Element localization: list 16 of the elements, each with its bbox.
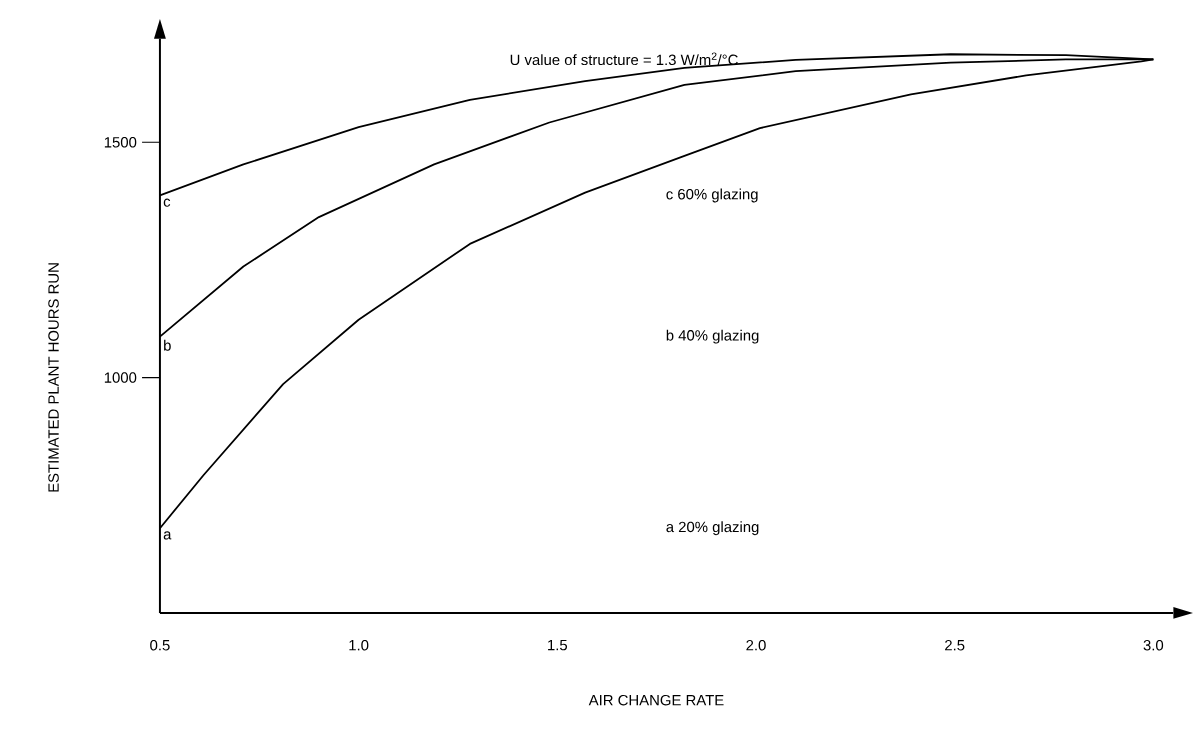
y-axis-title: ESTIMATED PLANT HOURS RUN	[48, 263, 59, 492]
x-axis-title: AIR CHANGE RATE	[588, 694, 724, 706]
y-tick-label: 1000	[104, 372, 137, 383]
x-tick-label: 1.0	[349, 639, 369, 651]
series-label: c	[163, 198, 171, 207]
annotation: b 40% glazing	[666, 329, 759, 344]
x-tick-label: 2.5	[945, 639, 965, 651]
x-tick-label: 3.0	[1143, 639, 1164, 651]
x-tick-label: 1.5	[548, 639, 568, 651]
x-tick-label: 2.0	[746, 639, 766, 651]
annotation: c 60% glazing	[666, 188, 758, 203]
x-tick-label: 0.5	[150, 639, 170, 651]
series-label: a	[163, 531, 172, 540]
series-label: b	[164, 339, 171, 351]
annotation: a 20% glazing	[666, 521, 759, 536]
y-tick-label: 1500	[104, 136, 137, 148]
